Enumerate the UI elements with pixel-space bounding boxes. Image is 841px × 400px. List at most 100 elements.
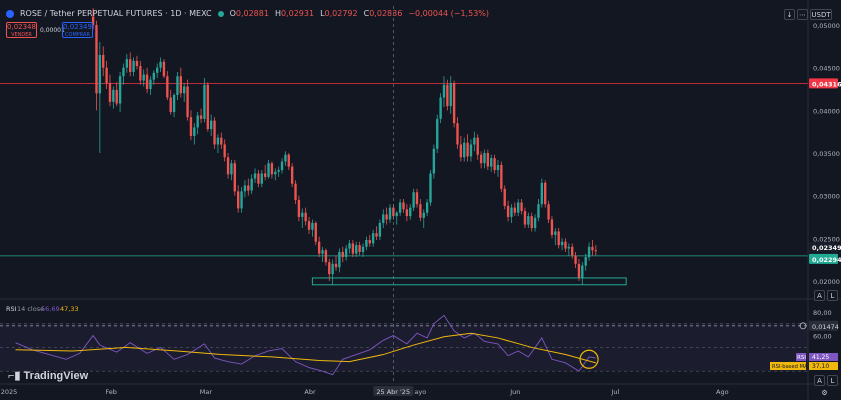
candle-body [263, 173, 267, 177]
candle-body [452, 83, 456, 124]
candle-body [382, 214, 385, 223]
candle-body [469, 144, 473, 157]
candle-body [321, 250, 324, 254]
buy-label: COMPRAR [65, 32, 90, 38]
symbol-header: ROSE / Tether PERPETUAL FUTURES · 1D · M… [6, 9, 489, 18]
price-pane[interactable] [0, 8, 808, 327]
candle-body [277, 170, 280, 172]
add-alert-icon [799, 322, 807, 330]
sell-button[interactable]: 0,02348 VENDER [6, 22, 37, 38]
candle-body [449, 83, 452, 107]
candle-body [108, 83, 112, 102]
candle-body [429, 173, 432, 203]
candle-body [358, 245, 361, 252]
candle-body [500, 164, 503, 189]
candle-body [210, 120, 213, 130]
price-badge-alert-bg [809, 320, 838, 331]
candle-body [220, 137, 223, 145]
candle-body [409, 207, 412, 217]
buy-button[interactable]: 0,02349 COMPRAR [62, 22, 93, 38]
candle-body [176, 76, 179, 95]
candle-body [247, 185, 250, 191]
candle-body [520, 202, 523, 211]
rsi-line [15, 314, 596, 376]
rsi-auto-button[interactable]: A [814, 375, 825, 386]
candle-body [213, 120, 216, 145]
candle-body [395, 212, 398, 217]
time-tick-label: Ago [716, 388, 729, 396]
candle-body [371, 233, 375, 244]
candle-body [506, 205, 510, 217]
candle-body [476, 137, 479, 155]
rsi-ma-badge-value: 37,10 [812, 363, 829, 370]
price-tick-label: 0,03000 [813, 193, 840, 201]
candle-body [584, 257, 587, 266]
candle-body [557, 231, 560, 246]
candle-body [139, 66, 142, 81]
candle-body [156, 67, 159, 73]
candle-body [311, 222, 314, 230]
candle-body [112, 89, 115, 102]
candle-body [102, 54, 105, 68]
time-tick-label: Jun [509, 388, 520, 396]
candle-body [523, 211, 527, 225]
rsi-value: 56,69 [41, 305, 60, 313]
candle-body [196, 115, 199, 128]
tradingview-logo[interactable]: ⌐▮ TradingView [8, 369, 88, 382]
candle-body [125, 59, 129, 68]
candle-body [152, 72, 156, 80]
candle-body [172, 95, 176, 113]
candle-body [189, 117, 193, 136]
low-value: 0,02792 [324, 9, 358, 18]
candle-body [129, 59, 132, 72]
candle-body [233, 163, 236, 192]
rsi-log-button[interactable]: L [827, 375, 838, 386]
candle-body [496, 164, 500, 171]
candle-body [446, 84, 449, 107]
spread-value: 0,00001 [40, 27, 65, 34]
candle-body [203, 84, 206, 119]
rsi-tick-label: 80,00 [813, 309, 832, 317]
candle-body [533, 217, 537, 229]
tv-brand-icon: ⌐▮ [8, 370, 24, 382]
candle-body [442, 84, 446, 98]
candle-body [425, 202, 429, 213]
price-badge-current: 0,02349 [812, 244, 841, 252]
candle-body [98, 54, 102, 94]
symbol-title[interactable]: ROSE / Tether PERPETUAL FUTURES · 1D · M… [20, 9, 212, 18]
time-tick-label: 2025 [1, 388, 18, 396]
candle-body [479, 154, 483, 164]
down-icon[interactable]: ↓ [784, 9, 795, 20]
rsi-ma-badge-value-bg [809, 362, 838, 370]
candle-body [355, 245, 358, 254]
candle-body [253, 173, 257, 179]
rsi-params: 14 close [17, 305, 44, 313]
settings-icon[interactable]: ⚙ [819, 388, 830, 399]
candle-body [317, 241, 321, 254]
crosshair-date-bg [373, 386, 414, 396]
candle-body [267, 163, 270, 177]
candle-body [142, 74, 145, 81]
log-scale-button[interactable]: L [827, 290, 838, 301]
candle-body [530, 216, 533, 229]
open-value: 0,02881 [235, 9, 269, 18]
candle-body [554, 231, 557, 235]
currency-selector[interactable]: USDT [810, 9, 832, 20]
time-tick-label: ayo [414, 388, 426, 396]
price-tick-label: 0,04500 [813, 65, 840, 73]
candle-body [594, 250, 597, 252]
auto-scale-button[interactable]: A [814, 290, 825, 301]
candle-body [91, 16, 95, 26]
candle-body [169, 97, 172, 113]
candle-body [294, 183, 297, 200]
candle-body [581, 265, 584, 278]
expand-icon[interactable]: ⋯ [797, 9, 808, 20]
candle-body [388, 207, 392, 220]
rose-logo-icon [6, 9, 14, 18]
candle-body [466, 142, 469, 157]
candle-body [199, 115, 203, 119]
candle-body [280, 161, 284, 171]
rsi-badge-label: RSI [797, 355, 806, 361]
